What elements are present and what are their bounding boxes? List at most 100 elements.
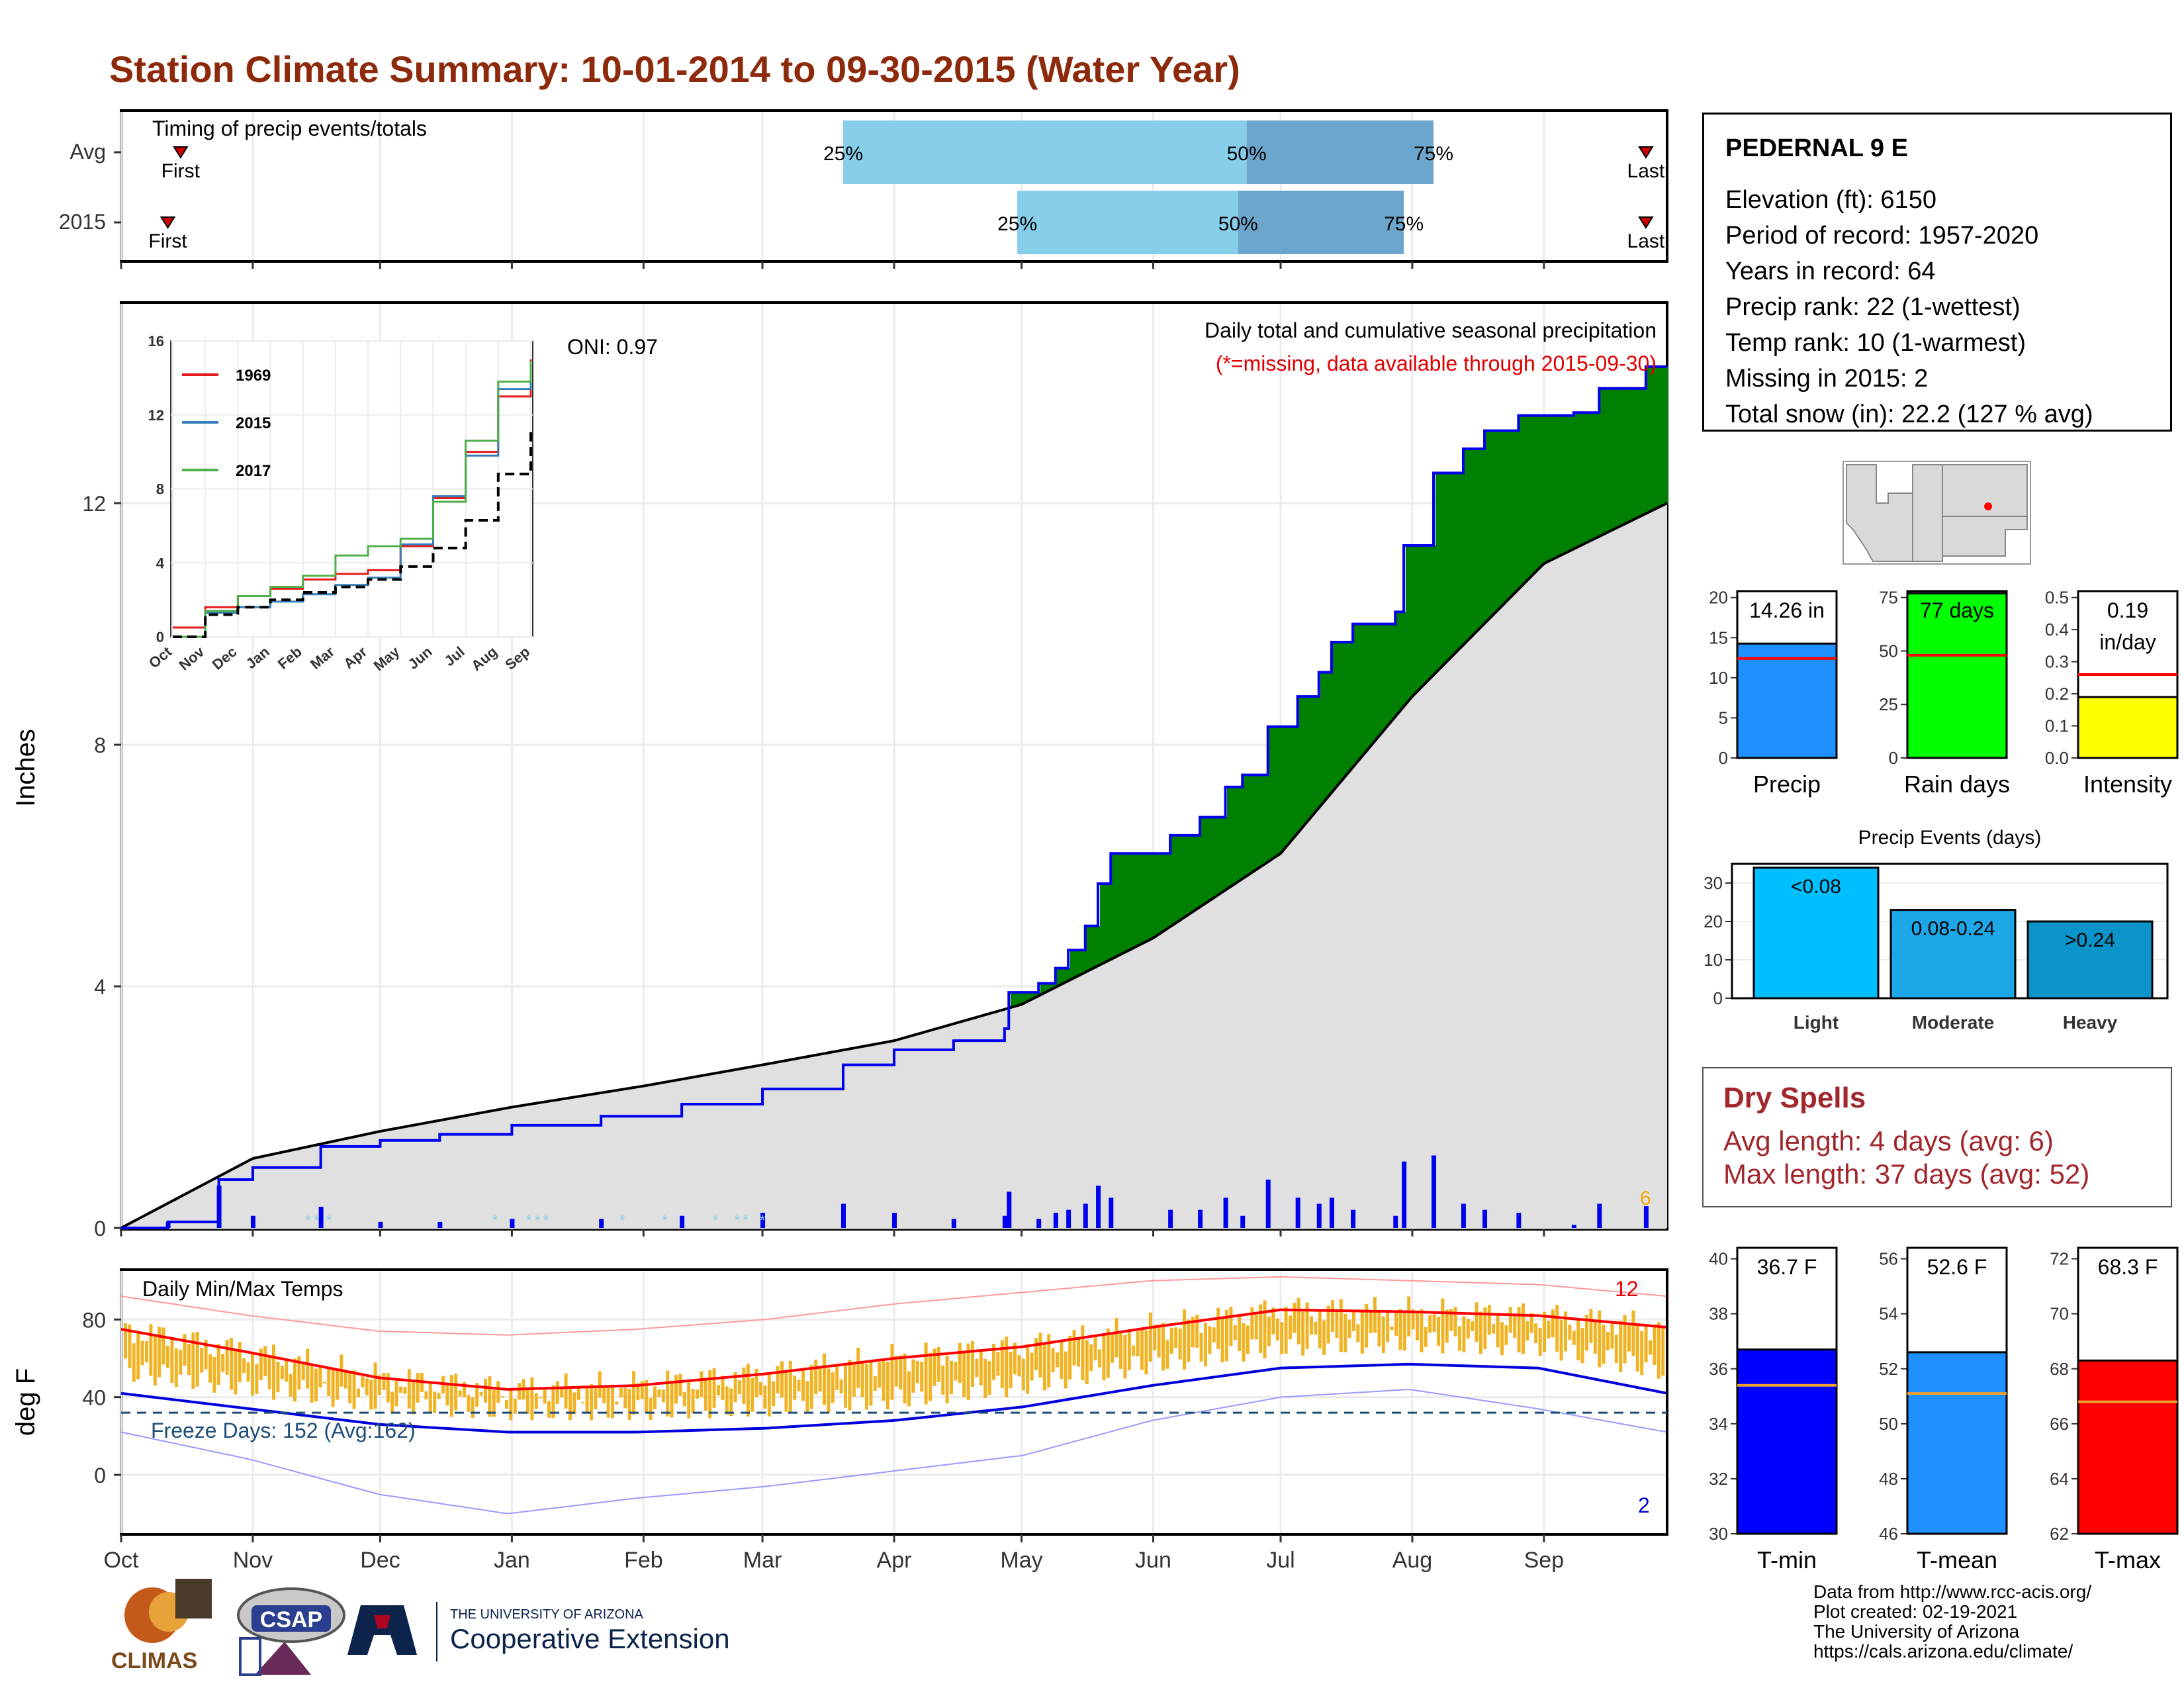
daily-temp-bar	[733, 1372, 737, 1403]
daily-temp-bar	[788, 1360, 792, 1414]
precip-diff-column	[1354, 624, 1357, 766]
daily-temp-bar	[1635, 1325, 1639, 1372]
inset-legend-label: 2015	[236, 414, 271, 432]
precip-ytick-label: 0	[94, 1217, 106, 1241]
small-ytick-label: 25	[1879, 694, 1898, 714]
daily-temp-bar	[852, 1363, 856, 1397]
precip-diff-column	[1630, 388, 1633, 522]
timing-row-avg: Avg	[69, 140, 106, 164]
daily-precip-bar	[1198, 1209, 1203, 1228]
precip-diff-column	[1406, 545, 1408, 704]
daily-temp-bar	[712, 1368, 716, 1408]
small-ytick-label: 68	[2050, 1359, 2069, 1379]
daily-temp-bar	[805, 1381, 809, 1414]
precip-diff-column	[1650, 366, 1653, 512]
daily-temp-bar	[1335, 1310, 1339, 1338]
precip-diff-column	[1600, 388, 1603, 536]
daily-temp-bar	[882, 1360, 886, 1401]
daily-temp-bar	[1538, 1327, 1542, 1356]
precip-diff-column	[1207, 817, 1210, 902]
daily-temp-bar	[132, 1343, 136, 1382]
precip-diff-column	[1543, 415, 1545, 565]
precip-diff-column	[1469, 448, 1472, 639]
daily-temp-bar	[1589, 1309, 1593, 1344]
daily-temp-bar	[191, 1332, 195, 1389]
event-bar-light	[1752, 867, 1880, 1000]
daily-precip-bar	[1223, 1197, 1228, 1228]
precip-diff-column	[1189, 835, 1192, 914]
daily-precip-bar	[1096, 1186, 1101, 1228]
daily-temp-bar	[1492, 1324, 1496, 1334]
precip-diff-column	[1606, 388, 1609, 534]
daily-temp-bar	[1483, 1307, 1487, 1350]
daily-temp-bar	[1275, 1318, 1279, 1341]
daily-precip-bar	[378, 1221, 383, 1228]
precip-diff-column	[1572, 415, 1575, 550]
daily-precip-bar	[1066, 1209, 1071, 1228]
daily-temp-bar	[424, 1391, 428, 1399]
temp-ytick-label: 0	[94, 1464, 106, 1487]
daily-temp-bar	[158, 1327, 161, 1378]
daily-temp-bar	[1445, 1309, 1449, 1343]
daily-temp-bar	[1254, 1315, 1258, 1340]
precip-diff-column	[1199, 835, 1202, 908]
small-bar-0	[1736, 642, 1838, 759]
snow-marker: *	[543, 1212, 549, 1229]
precip-diff-column	[1604, 388, 1607, 534]
station-marker	[1984, 502, 1992, 510]
daily-temp-bar	[327, 1368, 331, 1397]
daily-temp-bar	[983, 1358, 987, 1398]
daily-temp-bar	[509, 1388, 513, 1421]
daily-temp-bar	[1479, 1311, 1482, 1354]
daily-temp-bar	[929, 1352, 932, 1401]
daily-temp-bar	[1208, 1326, 1212, 1354]
timing-panel: 25% 50% 75% First Last 25% 50% 75% First Last Tim…	[59, 109, 1668, 263]
precip-diff-column	[1098, 925, 1101, 966]
daily-precip-bar	[1265, 1180, 1271, 1228]
month-label: Aug	[1392, 1548, 1433, 1573]
precip-diff-column	[1642, 388, 1645, 516]
daily-temp-bar	[543, 1389, 547, 1404]
precip-diff-column	[1132, 853, 1134, 949]
daily-temp-bar	[704, 1380, 707, 1411]
station-missing: Missing in 2015: 2	[1725, 365, 1929, 393]
daily-precip-bar	[165, 1221, 171, 1228]
precip-diff-column	[1648, 366, 1651, 513]
precip-diff-column	[1026, 992, 1029, 1002]
month-label: May	[1000, 1548, 1042, 1573]
precip-diff-column	[1451, 473, 1454, 657]
precip-diff-column	[1497, 430, 1500, 611]
precip-diff-column	[1517, 430, 1520, 591]
daily-temp-bar	[136, 1333, 140, 1380]
precip-diff-column	[1475, 448, 1478, 633]
daily-temp-bar	[1000, 1340, 1004, 1388]
daily-temp-bar	[1653, 1327, 1657, 1366]
daily-temp-bar	[475, 1383, 479, 1407]
precip-diff-column	[1414, 545, 1416, 695]
small-ytick-label: 72	[2050, 1249, 2069, 1269]
cold-count: 2	[1638, 1493, 1650, 1517]
precip-diff-column	[1551, 415, 1553, 561]
precip-diff-column	[1275, 726, 1277, 858]
precip-diff-column	[1070, 950, 1073, 980]
daily-temp-bar	[797, 1380, 801, 1391]
daily-temp-bar	[348, 1370, 352, 1404]
daily-temp-bar	[280, 1366, 284, 1380]
daily-temp-bar	[1606, 1331, 1610, 1350]
daily-temp-bar	[1394, 1313, 1398, 1336]
daily-temp-bar	[890, 1343, 894, 1400]
daily-temp-bar	[1148, 1312, 1152, 1362]
small-ytick-label: 30	[1709, 1524, 1728, 1544]
daily-temp-bar	[1644, 1325, 1648, 1363]
daily-precip-bar	[1053, 1213, 1058, 1228]
precip-diff-column	[1044, 983, 1047, 994]
month-axis: Oct Nov Dec Jan Feb Mar Apr May Jun Jul Aug Sep	[104, 261, 1564, 1573]
daily-temp-bar	[492, 1389, 496, 1417]
precip-diff-column	[1477, 448, 1480, 632]
precip-diff-column	[1561, 415, 1563, 556]
precip-diff-column	[1386, 624, 1388, 728]
precip-diff-column	[1376, 624, 1379, 740]
precip-diff-column	[1531, 415, 1533, 577]
precip-diff-column	[1042, 983, 1045, 994]
precip-diff-column	[1021, 992, 1023, 1005]
